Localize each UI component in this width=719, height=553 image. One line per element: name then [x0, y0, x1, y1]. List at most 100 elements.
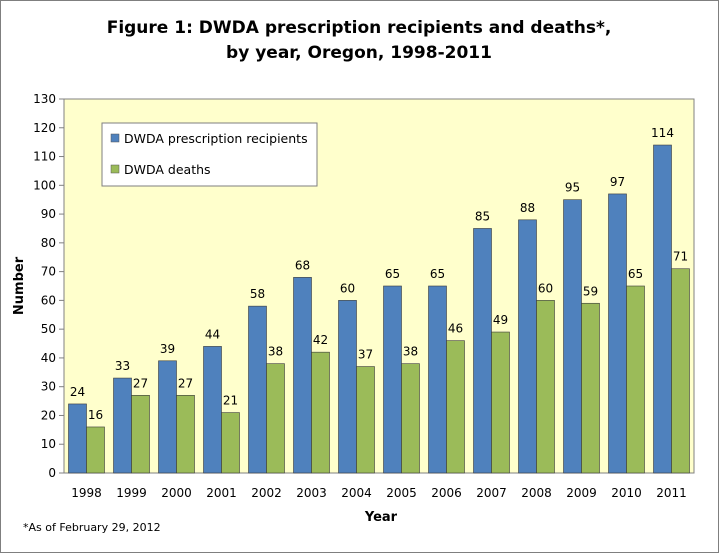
data-label-recipients-2003: 68	[295, 258, 310, 272]
bar-deaths-2004	[356, 366, 375, 474]
data-label-recipients-2002: 58	[250, 287, 265, 301]
y-tick-label: 80	[41, 236, 56, 250]
x-tick-label-2011: 2011	[656, 486, 687, 500]
y-tick-label: 100	[33, 178, 56, 192]
x-tick-label-2001: 2001	[206, 486, 237, 500]
bar-deaths-2000	[176, 395, 195, 474]
data-label-recipients-2007: 85	[475, 209, 490, 223]
legend: DWDA prescription recipients DWDA deaths	[101, 122, 318, 187]
bar-recipients-2008	[518, 219, 537, 474]
y-tick-label: 130	[33, 92, 56, 106]
data-label-recipients-1998: 24	[70, 385, 85, 399]
bar-recipients-2002	[248, 305, 267, 474]
bar-recipients-2000	[158, 360, 177, 474]
data-label-deaths-1999: 27	[133, 376, 148, 390]
y-tick-label: 40	[41, 351, 56, 365]
data-label-recipients-2009: 95	[565, 181, 580, 195]
y-axis-title: Number	[12, 256, 27, 315]
bar-deaths-2001	[221, 412, 240, 474]
y-tick-label: 10	[41, 437, 56, 451]
data-label-deaths-2002: 38	[268, 345, 283, 359]
bar-recipients-2005	[383, 285, 402, 474]
data-label-deaths-2000: 27	[178, 376, 193, 390]
y-tick-label: 70	[41, 265, 56, 279]
chart-title-line1: Figure 1: DWDA prescription recipients a…	[107, 18, 612, 38]
data-label-deaths-2009: 59	[583, 284, 598, 298]
data-label-recipients-2001: 44	[205, 327, 220, 341]
x-tick-label-2000: 2000	[161, 486, 192, 500]
x-tick-label-2006: 2006	[431, 486, 462, 500]
data-label-deaths-2004: 37	[358, 348, 373, 362]
data-label-recipients-1999: 33	[115, 359, 130, 373]
bar-deaths-2011	[671, 268, 690, 474]
bar-recipients-2004	[338, 300, 357, 474]
bar-recipients-1998	[68, 403, 87, 474]
legend-box	[101, 122, 318, 187]
bar-deaths-2002	[266, 363, 285, 474]
x-tick-label-2007: 2007	[476, 486, 507, 500]
y-axis: 0 10 20 30 40 50 60 70 80 90 100 110 120 130	[33, 92, 64, 480]
data-label-recipients-2006: 65	[430, 267, 445, 281]
y-tick-label: 50	[41, 322, 56, 336]
data-label-deaths-2005: 38	[403, 345, 418, 359]
bar-recipients-2009	[563, 199, 582, 474]
bar-deaths-2003	[311, 351, 330, 474]
legend-swatch-recipients	[110, 133, 120, 143]
bar-deaths-2009	[581, 302, 600, 474]
x-tick-label-2009: 2009	[566, 486, 597, 500]
legend-label-recipients: DWDA prescription recipients	[124, 131, 308, 146]
y-tick-label: 20	[41, 408, 56, 422]
y-tick-label: 120	[33, 121, 56, 135]
y-tick-label: 110	[33, 150, 56, 164]
bar-recipients-2007	[473, 228, 492, 474]
y-tick-label: 60	[41, 293, 56, 307]
y-tick-label: 90	[41, 207, 56, 221]
x-tick-label-2005: 2005	[386, 486, 417, 500]
x-tick-label-2008: 2008	[521, 486, 552, 500]
data-label-deaths-2007: 49	[493, 313, 508, 327]
data-label-deaths-2001: 21	[223, 394, 238, 408]
bar-recipients-2006	[428, 285, 447, 474]
data-label-recipients-2005: 65	[385, 267, 400, 281]
y-tick-label: 30	[41, 380, 56, 394]
bar-deaths-2007	[491, 331, 510, 474]
x-tick-label-2010: 2010	[611, 486, 642, 500]
x-axis: 1998 1999 2000 2001 2002 2003 2004 2005 2006 2007…	[71, 486, 687, 500]
bar-deaths-2008	[536, 300, 555, 474]
bar-recipients-2003	[293, 277, 312, 474]
bar-recipients-2001	[203, 346, 222, 474]
bar-deaths-2005	[401, 363, 420, 474]
data-label-recipients-2000: 39	[160, 342, 175, 356]
legend-swatch-deaths	[110, 164, 120, 174]
x-tick-label-2004: 2004	[341, 486, 372, 500]
data-label-deaths-1998: 16	[88, 408, 103, 422]
data-label-deaths-2010: 65	[628, 267, 643, 281]
data-label-recipients-2008: 88	[520, 201, 535, 215]
legend-label-deaths: DWDA deaths	[124, 162, 211, 177]
bar-deaths-1998	[86, 426, 105, 474]
data-label-deaths-2011: 71	[673, 250, 688, 264]
x-tick-label-2002: 2002	[251, 486, 282, 500]
data-label-deaths-2003: 42	[313, 333, 328, 347]
data-label-deaths-2006: 46	[448, 322, 463, 336]
x-tick-label-1999: 1999	[116, 486, 147, 500]
bar-recipients-2010	[608, 193, 627, 474]
y-tick-label: 0	[48, 466, 56, 480]
bar-recipients-1999	[113, 377, 132, 474]
bar-recipients-2011	[653, 144, 672, 474]
data-label-deaths-2008: 60	[538, 281, 553, 295]
x-axis-title: Year	[364, 510, 398, 525]
bars-group: 2416332739274421583868426037653865468549…	[68, 126, 690, 474]
bar-deaths-1999	[131, 395, 150, 474]
x-tick-label-2003: 2003	[296, 486, 327, 500]
x-tick-label-1998: 1998	[71, 486, 102, 500]
bar-deaths-2006	[446, 340, 465, 474]
footnote: *As of February 29, 2012	[23, 521, 161, 534]
chart-title-line2: by year, Oregon, 1998-2011	[226, 43, 492, 63]
data-label-recipients-2004: 60	[340, 281, 355, 295]
data-label-recipients-2011: 114	[651, 126, 674, 140]
bar-deaths-2010	[626, 285, 645, 474]
data-label-recipients-2010: 97	[610, 175, 625, 189]
